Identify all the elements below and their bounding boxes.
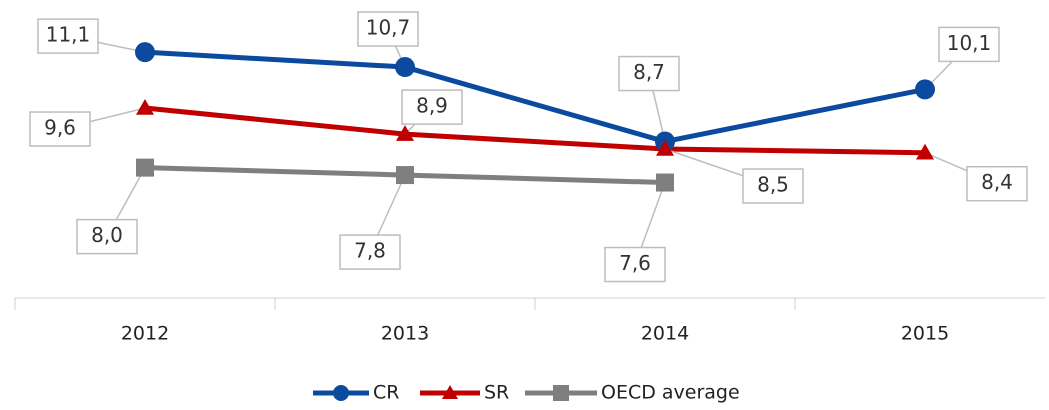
- label-box: [76, 218, 138, 255]
- marker: [135, 42, 155, 63]
- x-tick-label: 2013: [381, 323, 429, 345]
- data-label: 8,7: [633, 60, 665, 84]
- label-box: [357, 11, 419, 47]
- data-label: 10,1: [947, 31, 992, 55]
- marker: [136, 158, 154, 177]
- data-label: 8,0: [91, 223, 123, 247]
- marker: [396, 166, 414, 185]
- data-label: 8,4: [981, 170, 1013, 194]
- marker: [916, 143, 934, 160]
- data-label: 8,5: [757, 173, 789, 197]
- marker: [136, 99, 154, 115]
- label-box: [938, 26, 1000, 63]
- data-label: 10,7: [366, 16, 411, 40]
- legend-label: SR: [484, 382, 509, 404]
- x-tick-label: 2015: [901, 323, 949, 345]
- marker: [395, 57, 415, 78]
- label-box: [604, 246, 666, 283]
- series-line: [144, 105, 926, 156]
- series-line: [144, 49, 926, 145]
- label-box: [966, 165, 1028, 202]
- marker: [656, 173, 674, 192]
- marker: [333, 385, 349, 401]
- marker: [442, 385, 458, 399]
- data-label: 11,1: [46, 23, 91, 47]
- label-box: [339, 234, 401, 270]
- data-label: 7,8: [354, 239, 386, 263]
- label-box: [37, 18, 99, 54]
- marker: [656, 140, 674, 156]
- label-box: [29, 111, 91, 147]
- x-tick-label: 2014: [641, 323, 689, 345]
- label-box: [401, 89, 463, 125]
- data-label: 7,6: [619, 251, 651, 275]
- label-box: [618, 55, 680, 92]
- marker: [396, 125, 414, 141]
- data-label: 8,9: [416, 94, 448, 118]
- data-label: 9,6: [44, 116, 76, 140]
- legend-label: OECD average: [601, 382, 740, 404]
- marker: [915, 79, 935, 100]
- label-box: [742, 168, 804, 204]
- marker: [553, 385, 569, 401]
- legend-label: CR: [373, 382, 399, 404]
- x-tick-label: 2012: [121, 323, 169, 345]
